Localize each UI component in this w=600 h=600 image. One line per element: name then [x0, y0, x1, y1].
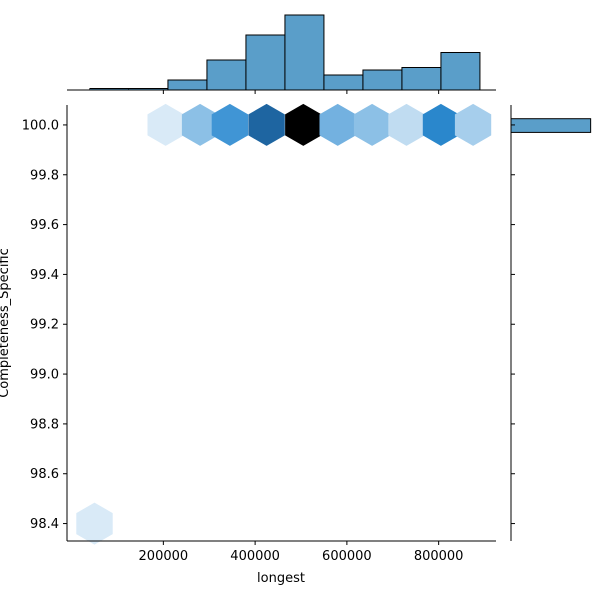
- x-hist-bar: [440, 52, 481, 91]
- hexbin-cell: [211, 103, 249, 146]
- hexbin-cell: [388, 103, 425, 146]
- x-axis-label: longest: [257, 571, 305, 586]
- y-tick-label: 99.8: [30, 168, 59, 183]
- right-histogram: [510, 105, 592, 541]
- x-tick-label: 800000: [414, 549, 464, 564]
- hexbin-cell: [319, 103, 356, 146]
- hexbin-cell: [181, 103, 219, 146]
- hexbin-cell: [76, 502, 113, 545]
- y-axis-label: Completeness_Specific: [0, 248, 12, 398]
- y-tick-label: 98.8: [30, 417, 59, 432]
- y-tick-label: 99.0: [30, 368, 59, 383]
- x-hist-bar: [284, 14, 325, 91]
- x-hist-bar: [362, 69, 403, 91]
- x-hist-bar: [245, 34, 286, 91]
- x-tick-label: 200000: [139, 549, 189, 564]
- y-tick-label: 99.4: [30, 268, 59, 283]
- x-hist-bar: [206, 59, 247, 91]
- y-hist-bar: [510, 118, 592, 133]
- x-hist-bar: [401, 67, 442, 91]
- hexbin-cell: [454, 103, 492, 146]
- x-hist-bar: [323, 74, 364, 91]
- x-tick-label: 600000: [322, 549, 372, 564]
- hexbin-cell: [422, 103, 460, 146]
- axes: 98.4 98.6 98.8 99.0 99.2 99.4 99.6 99.8 100.0 200…: [22, 105, 496, 564]
- x-tick-label: 400000: [230, 549, 280, 564]
- y-tick-label: 100.0: [22, 118, 59, 133]
- y-tick-label: 99.6: [30, 218, 59, 233]
- x-hist-bar: [167, 79, 208, 91]
- main-plot: 98.4 98.6 98.8 99.0 99.2 99.4 99.6 99.8 100.0 200…: [22, 103, 496, 564]
- y-tick-label: 99.2: [30, 318, 59, 333]
- hexbin-layer: [76, 103, 492, 545]
- hexbin-cell: [353, 103, 391, 146]
- hexbin-cell: [147, 103, 184, 146]
- hexbin-cell: [248, 103, 285, 146]
- y-tick-label: 98.6: [30, 467, 59, 482]
- y-tick-label: 98.4: [30, 517, 59, 532]
- top-histogram: [67, 14, 496, 94]
- hexbin-cell: [285, 103, 322, 146]
